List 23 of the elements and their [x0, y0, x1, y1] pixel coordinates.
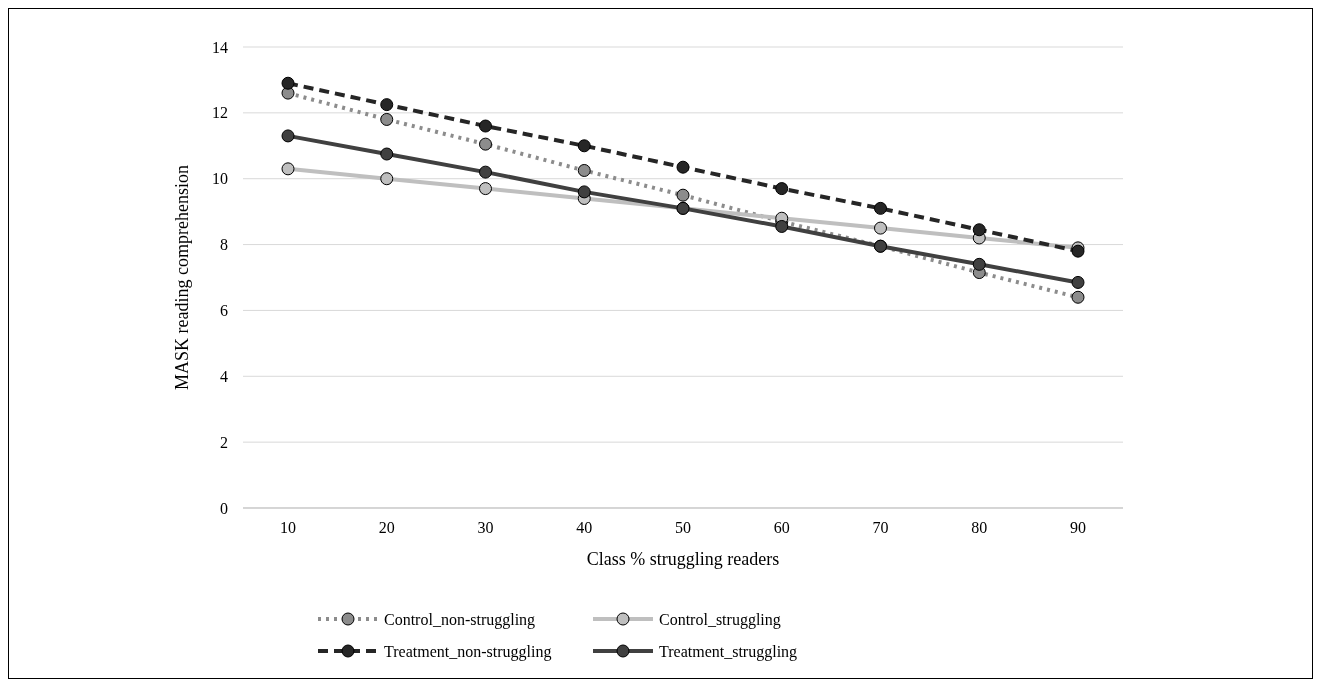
- x-tick-label: 50: [675, 519, 691, 536]
- legend-label: Control_non-struggling: [384, 610, 536, 629]
- x-tick-label: 30: [477, 519, 494, 536]
- y-tick-label: 12: [212, 104, 228, 122]
- x-axis-title: Class % struggling readers: [586, 549, 780, 569]
- legend-label: Treatment_struggling: [659, 642, 798, 661]
- y-tick-label: 6: [220, 302, 228, 320]
- x-tick-label: 40: [576, 519, 593, 536]
- x-tick-label: 90: [1070, 519, 1086, 536]
- y-tick-label: 0: [220, 499, 228, 517]
- x-tick-label: 80: [971, 519, 988, 536]
- legend-label: Control_struggling: [659, 610, 781, 629]
- x-tick-label: 60: [773, 519, 790, 536]
- y-tick-label: 2: [220, 433, 228, 451]
- y-tick-label: 4: [220, 367, 228, 385]
- y-tick-label: 14: [212, 38, 228, 56]
- x-tick-label: 20: [378, 519, 395, 536]
- y-tick-label: 8: [220, 236, 228, 254]
- y-axis-title: MASK reading comprehension: [172, 165, 192, 390]
- legend-label: Treatment_non-struggling: [384, 642, 552, 661]
- x-tick-label: 70: [872, 519, 889, 536]
- y-tick-label: 10: [212, 170, 228, 188]
- x-tick-label: 10: [280, 519, 296, 536]
